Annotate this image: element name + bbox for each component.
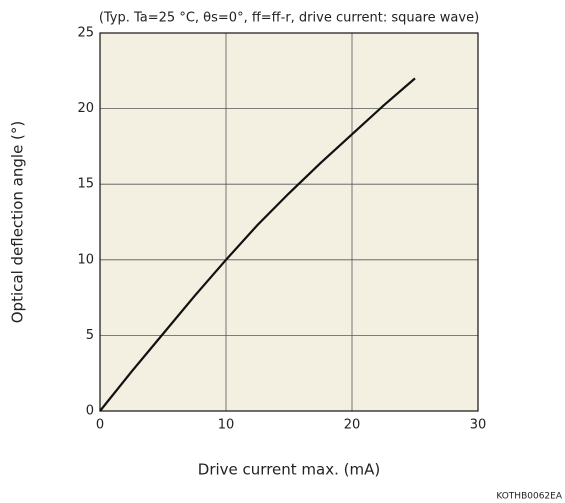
footnote: KOTHB0062EA — [496, 492, 563, 502]
y-tick-label: 20 — [77, 101, 94, 116]
y-tick-label: 0 — [86, 404, 94, 419]
x-tick-label: 10 — [218, 418, 235, 433]
x-tick-label: 30 — [470, 418, 487, 433]
plot-border — [99, 32, 479, 412]
y-tick-label: 10 — [77, 252, 94, 267]
y-tick-label: 15 — [77, 177, 94, 192]
y-axis-label: Optical deflection angle (°) — [9, 121, 27, 324]
y-tick-label: 25 — [77, 26, 94, 41]
x-tick-label: 20 — [344, 418, 361, 433]
chart-title: (Typ. Ta=25 °C, θs=0°, ff=ff-r, drive cu… — [99, 11, 479, 26]
x-tick-label: 0 — [96, 418, 104, 433]
plot-area — [100, 33, 478, 411]
y-tick-label: 5 — [86, 328, 94, 343]
data-line — [99, 77, 416, 412]
x-axis-label: Drive current max. (mA) — [198, 461, 380, 479]
